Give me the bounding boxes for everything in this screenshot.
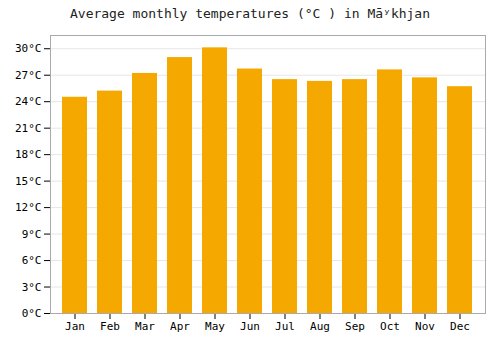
svg-text:6°C: 6°C — [22, 254, 42, 267]
svg-text:Jan: Jan — [65, 320, 85, 333]
svg-text:Feb: Feb — [100, 320, 120, 333]
svg-text:Jul: Jul — [275, 320, 295, 333]
svg-text:30°C: 30°C — [15, 42, 42, 55]
html-text:Average monthly temperatures (: Average monthly temperatures (°C ) in Mā… — [70, 6, 430, 21]
svg-text:9°C: 9°C — [22, 228, 42, 241]
svg-text:Jun: Jun — [240, 320, 260, 333]
svg-text:Aug: Aug — [310, 320, 330, 333]
svg-text:24°C: 24°C — [15, 95, 42, 108]
svg-text:Nov: Nov — [415, 320, 435, 333]
svg-text:Apr: Apr — [170, 320, 190, 333]
svg-text:21°C: 21°C — [15, 122, 42, 135]
svg-text:Dec: Dec — [450, 320, 470, 333]
svg-text:18°C: 18°C — [15, 148, 42, 161]
svg-text:May: May — [205, 320, 225, 333]
svg-text:12°C: 12°C — [15, 201, 42, 214]
svg-text:Mar: Mar — [135, 320, 155, 333]
svg-text:27°C: 27°C — [15, 69, 42, 82]
svg-text:0°C: 0°C — [22, 307, 42, 320]
svg-text:3°C: 3°C — [22, 281, 42, 294]
svg-text:Sep: Sep — [345, 320, 365, 333]
svg-text:15°C: 15°C — [15, 175, 42, 188]
svg-text:Oct: Oct — [380, 320, 400, 333]
